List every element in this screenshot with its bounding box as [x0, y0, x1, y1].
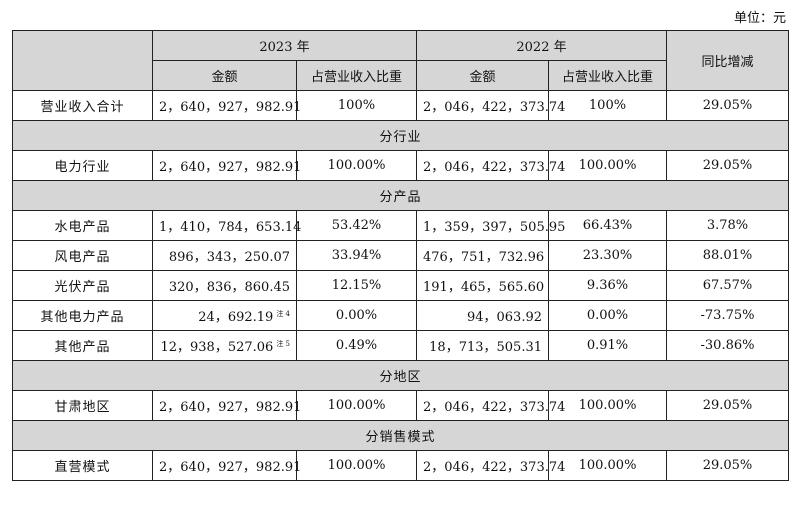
table-row: 水电产品 1，410，784，653.14 53.42% 1，359，397，5… [12, 210, 789, 241]
header-year-2023: 2023 年 [152, 30, 417, 61]
table-row: 其他产品 12，938，527.06 注 5 0.49% 18，713，505.3… [12, 330, 789, 361]
revenue-table: 2023 年 2022 年 同比增减 金额 占营业收入比重 金额 占营业收入比重… [12, 30, 789, 481]
amount-2023-cell: 24，692.19 注 4 [152, 300, 297, 331]
amount-2022: 1，359，397，505.95 [416, 210, 565, 241]
amount-2022: 191，465，565.60 [416, 270, 549, 301]
yoy-change: -30.86% [666, 330, 789, 361]
table-row: 甘肃地区 2，640，927，982.91 100.00% 2，046，422，… [12, 390, 789, 421]
yoy-change: 67.57% [666, 270, 789, 301]
yoy-change: 29.05% [666, 450, 789, 481]
section-row-industry: 分行业 [12, 120, 789, 151]
yoy-change: 29.05% [666, 90, 789, 121]
yoy-change: -73.75% [666, 300, 789, 331]
amount-2022: 94，063.92 [416, 300, 549, 331]
share-2022: 0.00% [548, 300, 667, 331]
share-2023: 33.94% [296, 240, 417, 271]
table-row: 风电产品 896，343，250.07 33.94% 476，751，732.9… [12, 240, 789, 271]
table-row: 电力行业 2，640，927，982.91 100.00% 2，046，422，… [12, 150, 789, 181]
row-label: 其他电力产品 [12, 300, 153, 331]
header-amount-2022: 金额 [416, 60, 549, 91]
share-2022: 100.00% [548, 450, 667, 481]
share-2023: 100.00% [296, 150, 417, 181]
section-row-product: 分产品 [12, 180, 789, 211]
amount-2023: 896，343，250.07 [152, 240, 297, 271]
header-amount-2023: 金额 [152, 60, 297, 91]
amount-2023: 1，410，784，653.14 [152, 210, 301, 241]
row-label: 水电产品 [12, 210, 153, 241]
row-label: 风电产品 [12, 240, 153, 271]
amount-2022: 2，046，422，373.74 [416, 150, 565, 181]
share-2023: 0.00% [296, 300, 417, 331]
amount-2023: 320，836，860.45 [152, 270, 297, 301]
footnote-mark: 注 4 [276, 310, 290, 318]
share-2023: 100.00% [296, 390, 417, 421]
share-2022: 66.43% [548, 210, 667, 241]
section-row-sales-mode: 分销售模式 [12, 420, 789, 451]
header-share-2022: 占营业收入比重 [548, 60, 667, 91]
share-2023: 100.00% [296, 450, 417, 481]
row-label: 直营模式 [12, 450, 153, 481]
amount-2022: 2，046，422，373.74 [416, 450, 565, 481]
yoy-change: 88.01% [666, 240, 789, 271]
share-2022: 100.00% [548, 390, 667, 421]
yoy-change: 3.78% [666, 210, 789, 241]
amount-2023: 24，692.19 [198, 310, 274, 325]
amount-2022: 476，751，732.96 [416, 240, 549, 271]
row-label: 甘肃地区 [12, 390, 153, 421]
unit-label: 单位：元 [733, 11, 786, 26]
row-label: 营业收入合计 [12, 90, 153, 121]
footnote-mark: 注 5 [276, 340, 290, 348]
amount-2022: 18，713，505.31 [416, 330, 549, 361]
header-share-2023: 占营业收入比重 [296, 60, 417, 91]
yoy-change: 29.05% [666, 150, 789, 181]
table-row: 直营模式 2，640，927，982.91 100.00% 2，046，422，… [12, 450, 789, 481]
share-2023: 100% [296, 90, 417, 121]
amount-2023: 2，640，927，982.91 [152, 150, 301, 181]
section-title: 分地区 [12, 360, 789, 391]
section-title: 分产品 [12, 180, 789, 211]
share-2023: 53.42% [296, 210, 417, 241]
table-row: 光伏产品 320，836，860.45 12.15% 191，465，565.6… [12, 270, 789, 301]
table-row-total: 营业收入合计 2，640，927，982.91 100% 2，046，422，3… [12, 90, 789, 121]
table-row: 其他电力产品 24，692.19 注 4 0.00% 94，063.92 0.00… [12, 300, 789, 331]
amount-2022: 2，046，422，373.74 [416, 390, 565, 421]
header-year-2022: 2022 年 [416, 30, 667, 61]
header-row-years: 2023 年 2022 年 同比增减 [12, 30, 789, 91]
amount-2022: 2，046，422，373.74 [416, 90, 565, 121]
share-2022: 0.91% [548, 330, 667, 361]
share-2022: 23.30% [548, 240, 667, 271]
amount-2023: 12，938，527.06 [160, 340, 274, 355]
header-row-columns: 金额 占营业收入比重 金额 占营业收入比重 [13, 60, 789, 91]
amount-2023: 2，640，927，982.91 [152, 90, 301, 121]
section-title: 分行业 [12, 120, 789, 151]
header-blank-cell [12, 30, 153, 91]
row-label: 其他产品 [12, 330, 153, 361]
section-title: 分销售模式 [12, 420, 789, 451]
row-label: 光伏产品 [12, 270, 153, 301]
amount-2023: 2，640，927，982.91 [152, 390, 301, 421]
yoy-change: 29.05% [666, 390, 789, 421]
share-2022: 100.00% [548, 150, 667, 181]
share-2022: 100% [548, 90, 667, 121]
header-yoy: 同比增减 [666, 30, 789, 91]
section-row-region: 分地区 [12, 360, 789, 391]
amount-2023: 2，640，927，982.91 [152, 450, 301, 481]
share-2023: 12.15% [296, 270, 417, 301]
share-2022: 9.36% [548, 270, 667, 301]
row-label: 电力行业 [12, 150, 153, 181]
share-2023: 0.49% [296, 330, 417, 361]
amount-2023-cell: 12，938，527.06 注 5 [152, 330, 297, 361]
